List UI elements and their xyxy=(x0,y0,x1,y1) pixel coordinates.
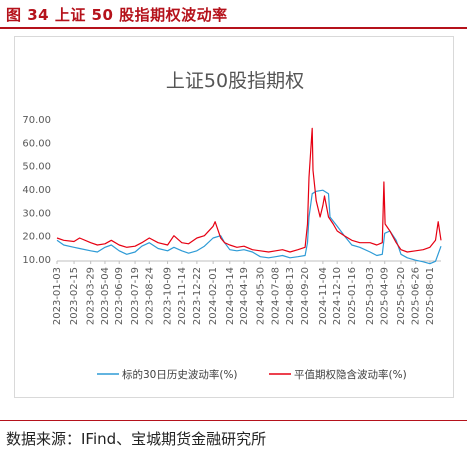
chart-title: 上证50股指期权 xyxy=(166,70,304,92)
x-tick-label: 2023-02-15 xyxy=(69,267,80,325)
y-tick-label: 70.00 xyxy=(22,115,51,126)
chart-frame: 上证50股指期权 10.00 20.00 30.00 40.00 50.00 60.00 7… xyxy=(14,36,454,398)
x-tick-label: 2024-09-20 xyxy=(300,267,311,325)
y-axis: 10.00 20.00 30.00 40.00 50.00 60.00 70.00 xyxy=(22,115,51,266)
x-tick-label: 2024-03-14 xyxy=(225,267,236,325)
x-tick-label: 2025-01-16 xyxy=(347,267,358,325)
x-tick-label: 2025-08-01 xyxy=(425,267,436,325)
x-tick-label: 2024-11-04 xyxy=(318,267,329,325)
header-rule xyxy=(0,27,467,29)
y-tick-label: 30.00 xyxy=(22,208,51,219)
x-tick-label: 2023-01-03 xyxy=(52,267,63,325)
y-tick-label: 20.00 xyxy=(22,232,51,243)
legend-label: 标的30日历史波动率(%) xyxy=(122,368,238,381)
y-tick-label: 40.00 xyxy=(22,185,51,196)
x-tick-label: 2024-04-19 xyxy=(239,267,250,325)
x-tick-label: 2024-05-30 xyxy=(255,267,266,325)
legend: 标的30日历史波动率(%) 平值期权隐含波动率(%) xyxy=(97,368,407,381)
x-tick-label: 2023-05-04 xyxy=(100,267,111,325)
x-tick-label: 2023-10-09 xyxy=(163,267,174,325)
x-tick-label: 2024-08-13 xyxy=(285,267,296,325)
series-layer xyxy=(56,127,442,265)
x-tick-label: 2024-02-01 xyxy=(208,267,219,325)
y-tick-label: 60.00 xyxy=(22,138,51,149)
x-tick-label: 2024-07-08 xyxy=(271,267,282,325)
x-tick-label: 2023-11-14 xyxy=(177,267,188,325)
figure-header: 图 34 上证 50 股指期权波动率 xyxy=(0,0,467,29)
x-tick-label: 2025-06-26 xyxy=(411,267,422,325)
x-tick-label: 2023-08-24 xyxy=(144,267,155,325)
footer-rule xyxy=(0,420,467,421)
figure-title: 图 34 上证 50 股指期权波动率 xyxy=(6,6,228,24)
x-axis: 2023-01-03 2023-02-15 2023-03-29 2023-05-04… xyxy=(52,260,441,325)
series-line-historical-vol xyxy=(56,189,442,265)
x-tick-label: 2025-04-09 xyxy=(380,267,391,325)
x-tick-label: 2025-03-03 xyxy=(365,267,376,325)
source-note: 数据来源：IFind、宝城期货金融研究所 xyxy=(6,430,267,448)
legend-label: 平值期权隐含波动率(%) xyxy=(294,368,407,381)
x-tick-label: 2025-05-20 xyxy=(396,267,407,325)
y-tick-label: 50.00 xyxy=(22,162,51,173)
x-tick-label: 2024-12-10 xyxy=(332,267,343,325)
x-tick-label: 2023-12-22 xyxy=(192,267,203,325)
volatility-line-chart: 上证50股指期权 10.00 20.00 30.00 40.00 50.00 60.00 7… xyxy=(22,70,442,381)
x-tick-label: 2023-07-19 xyxy=(130,267,141,325)
x-tick-label: 2023-06-09 xyxy=(114,267,125,325)
series-line-implied-vol xyxy=(56,127,442,253)
x-tick-label: 2023-03-29 xyxy=(86,267,97,325)
y-tick-label: 10.00 xyxy=(22,255,51,266)
